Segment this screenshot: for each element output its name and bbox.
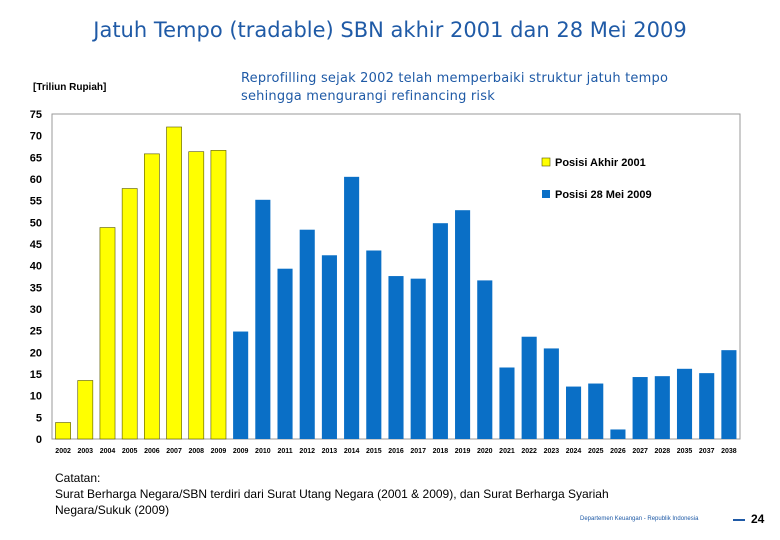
bar	[277, 268, 293, 439]
bar	[321, 255, 337, 439]
bar	[676, 368, 693, 439]
bar	[388, 276, 404, 439]
x-tick-label: 2023	[544, 448, 560, 455]
bar	[121, 188, 138, 440]
x-tick-label: 2026	[610, 448, 626, 455]
x-tick-label: 2018	[433, 448, 449, 455]
bar	[632, 377, 648, 439]
footer-text: Departemen Keuangan - Republik Indonesia	[580, 516, 699, 522]
x-tick-label: 2025	[588, 448, 604, 455]
legend-label: Posisi 28 Mei 2009	[555, 189, 652, 201]
x-tick-label: 2028	[655, 448, 671, 455]
x-tick-label: 2002	[55, 448, 71, 455]
bar	[166, 126, 182, 440]
bar	[366, 250, 382, 439]
page-number: 24	[751, 512, 765, 526]
x-tick-label: 2008	[188, 448, 204, 455]
y-tick-label: 5	[36, 412, 42, 424]
y-tick-label: 15	[30, 369, 42, 381]
y-tick-label: 25	[30, 326, 42, 338]
bar	[299, 229, 315, 439]
x-tick-label: 2009	[211, 448, 227, 455]
y-tick-label: 20	[30, 347, 42, 359]
bar	[410, 278, 426, 439]
y-tick-label: 70	[30, 131, 42, 143]
bar	[99, 227, 116, 440]
note: Catatan: Surat Berharga Negara/SBN terdi…	[55, 470, 609, 518]
bar	[432, 223, 448, 439]
y-tick-label: 45	[30, 239, 42, 251]
bar	[455, 210, 471, 439]
x-tick-label: 2006	[144, 448, 160, 455]
legend-swatch	[542, 190, 550, 198]
y-tick-label: 55	[30, 196, 42, 208]
x-tick-label: 2011	[277, 448, 292, 455]
y-tick-label: 35	[30, 282, 42, 294]
bar	[499, 367, 515, 439]
bar	[543, 348, 559, 439]
x-tick-label: 2016	[388, 448, 404, 455]
x-tick-label: 2027	[632, 448, 648, 455]
y-tick-label: 10	[30, 391, 42, 403]
slide-subtitle: Reprofilling sejak 2002 telah memperbaik…	[241, 71, 669, 104]
x-tick-label: 2005	[122, 448, 138, 455]
y-tick-label: 60	[30, 174, 42, 186]
note-heading: Catatan:	[55, 471, 101, 485]
x-tick-label: 2017	[410, 448, 426, 455]
x-tick-label: 2004	[100, 448, 116, 455]
x-tick-label: 2009	[233, 448, 249, 455]
x-tick-label: 2037	[699, 448, 715, 455]
y-tick-label: 0	[36, 434, 42, 446]
bar	[566, 386, 582, 439]
x-tick-label: 2021	[499, 448, 515, 455]
x-tick-label: 2035	[677, 448, 693, 455]
bar	[610, 429, 626, 439]
x-tick-label: 2007	[166, 448, 182, 455]
x-tick-label: 2024	[566, 448, 582, 455]
note-line-2: Negara/Sukuk (2009)	[55, 503, 170, 517]
bar	[144, 153, 160, 440]
bar	[255, 199, 271, 439]
y-tick-label: 65	[30, 152, 42, 164]
x-tick-label: 2014	[344, 448, 360, 455]
bar	[521, 336, 537, 439]
x-tick-label: 2012	[299, 448, 315, 455]
bar	[210, 150, 227, 440]
x-tick-label: 2013	[322, 448, 338, 455]
x-tick-label: 2038	[721, 448, 737, 455]
x-tick-label: 2003	[78, 448, 94, 455]
x-tick-label: 2020	[477, 448, 493, 455]
y-tick-label: 30	[30, 304, 42, 316]
bar	[477, 280, 493, 439]
bar	[721, 350, 737, 439]
bar	[344, 176, 360, 439]
y-tick-label: 50	[30, 217, 42, 229]
bar	[654, 376, 670, 439]
slide-title: Jatuh Tempo (tradable) SBN akhir 2001 da…	[93, 18, 687, 42]
footer-divider	[733, 519, 745, 521]
bar	[188, 151, 205, 440]
x-tick-label: 2019	[455, 448, 471, 455]
y-tick-label: 40	[30, 261, 42, 273]
bar	[588, 383, 604, 439]
x-tick-label: 2010	[255, 448, 271, 455]
bar	[699, 373, 715, 439]
note-line-1: Surat Berharga Negara/SBN terdiri dari S…	[55, 487, 609, 501]
x-tick-label: 2022	[521, 448, 537, 455]
legend-label: Posisi Akhir 2001	[555, 157, 646, 169]
x-tick-label: 2015	[366, 448, 382, 455]
y-tick-label: 75	[30, 109, 42, 121]
bar	[55, 422, 71, 440]
bar	[77, 380, 94, 440]
bar	[233, 331, 249, 439]
unit-label: [Triliun Rupiah]	[33, 82, 107, 93]
legend-swatch	[541, 157, 551, 167]
